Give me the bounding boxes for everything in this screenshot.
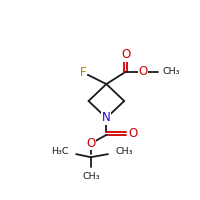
Text: O: O xyxy=(138,65,147,78)
Text: CH₃: CH₃ xyxy=(116,147,133,156)
Text: N: N xyxy=(102,111,111,124)
Text: O: O xyxy=(129,127,138,140)
Text: O: O xyxy=(121,48,130,61)
Text: H₃C: H₃C xyxy=(51,147,68,156)
Text: F: F xyxy=(80,66,86,79)
Text: CH₃: CH₃ xyxy=(163,67,180,76)
Text: O: O xyxy=(86,137,96,150)
Text: CH₃: CH₃ xyxy=(82,172,100,181)
